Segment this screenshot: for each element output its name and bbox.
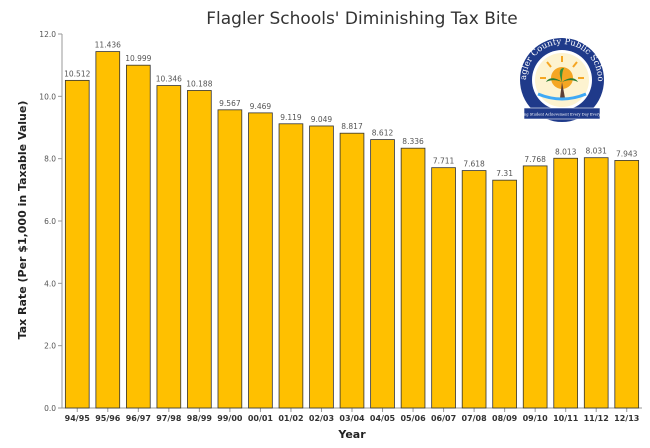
x-tick-label: 02/03 (309, 414, 334, 423)
y-tick-label: 6.0 (44, 217, 56, 226)
x-tick-label: 98/99 (187, 414, 213, 423)
bar-value-label: 7.943 (616, 149, 638, 158)
bar-07-08 (461, 170, 487, 409)
bar-value-label: 10.188 (186, 79, 212, 88)
bar-value-label: 9.567 (219, 99, 241, 108)
bar-value-label: 8.031 (585, 147, 607, 156)
bar-12-13 (614, 160, 640, 409)
bar-value-label: 8.336 (402, 137, 424, 146)
bar-96-97 (126, 64, 151, 409)
data-labels: 10.512 11.436 10.999 10.346 10.188 9.567 9.469… (64, 41, 638, 179)
y-tick-label: 8.0 (44, 155, 56, 164)
x-tick-label: 06/07 (431, 414, 456, 423)
chart-title: Flagler Schools' Diminishing Tax Bite (206, 9, 518, 29)
x-tick-label: 10/11 (553, 414, 579, 423)
x-tick-label: 07/08 (462, 414, 488, 423)
x-axis-title: Year (337, 428, 366, 441)
x-tick-label: 05/06 (400, 414, 426, 423)
bar-10-11 (553, 157, 578, 409)
bar-98-99 (187, 90, 212, 409)
bar-00-01 (248, 112, 273, 409)
x-tick-label: 09/10 (523, 414, 549, 423)
y-tick-label: 12.0 (39, 30, 56, 39)
bar-value-label: 7.31 (496, 169, 513, 178)
school-district-logo: Flagler County Public Schools Raising St… (515, 37, 610, 122)
y-tick-label: 0.0 (44, 404, 56, 413)
y-tick-label: 4.0 (44, 279, 56, 288)
bar-02-03 (309, 125, 334, 409)
bar-06-07 (431, 167, 456, 409)
bar-value-label: 10.512 (64, 69, 90, 78)
bar-value-label: 9.119 (280, 113, 302, 122)
x-tick-label: 96/97 (126, 414, 151, 423)
y-tick-label: 2.0 (44, 342, 56, 351)
bar-value-label: 10.999 (125, 54, 151, 63)
bar-99-00 (217, 109, 243, 409)
x-tick-label: 94/95 (65, 414, 91, 423)
bars (64, 51, 640, 409)
x-tick-label: 08/09 (492, 414, 518, 423)
bar-value-label: 11.436 (95, 41, 121, 50)
x-tick-label: 01/02 (278, 414, 303, 423)
x-tick-label: 11/12 (584, 414, 609, 423)
logo-banner-text: Raising Student Achievement Every Day Ev… (515, 113, 610, 117)
bar-94-95 (64, 79, 90, 409)
bar-04-05 (370, 139, 395, 409)
x-tick-label: 03/04 (339, 414, 365, 423)
bar-09-10 (522, 165, 548, 409)
bar-01-02 (278, 123, 304, 409)
bar-08-09 (492, 179, 517, 409)
x-tick-label: 12/13 (614, 414, 639, 423)
bar-value-label: 9.049 (311, 115, 333, 124)
y-axis: 0.0 2.0 4.0 6.0 8.0 10.0 12.0 (39, 30, 63, 413)
bar-value-label: 8.817 (341, 122, 363, 131)
y-tick-label: 10.0 (39, 92, 56, 101)
x-tick-label: 97/98 (156, 414, 182, 423)
bar-value-label: 8.612 (372, 129, 394, 138)
bar-03-04 (339, 132, 365, 409)
bar-05-06 (400, 147, 426, 409)
bar-value-label: 7.768 (524, 155, 546, 164)
palm-tree-icon (546, 68, 578, 98)
x-tick-label: 04/05 (370, 414, 396, 423)
bar-95-96 (95, 51, 121, 409)
bar-value-label: 10.346 (156, 75, 182, 84)
x-tick-label: 00/01 (248, 414, 274, 423)
bar-97-98 (156, 85, 182, 409)
bar-value-label: 7.711 (433, 157, 455, 166)
bar-value-label: 8.013 (555, 147, 577, 156)
bar-11-12 (583, 157, 609, 409)
x-axis: 94/95 95/96 96/97 97/98 98/99 99/00 00/01 01/02… (62, 407, 642, 423)
x-tick-label: 95/96 (95, 414, 121, 423)
y-axis-title: Tax Rate (Per $1,000 in Taxable Value) (16, 101, 29, 340)
bar-value-label: 9.469 (250, 102, 272, 111)
x-tick-label: 99/00 (217, 414, 243, 423)
bar-value-label: 7.618 (463, 160, 485, 169)
